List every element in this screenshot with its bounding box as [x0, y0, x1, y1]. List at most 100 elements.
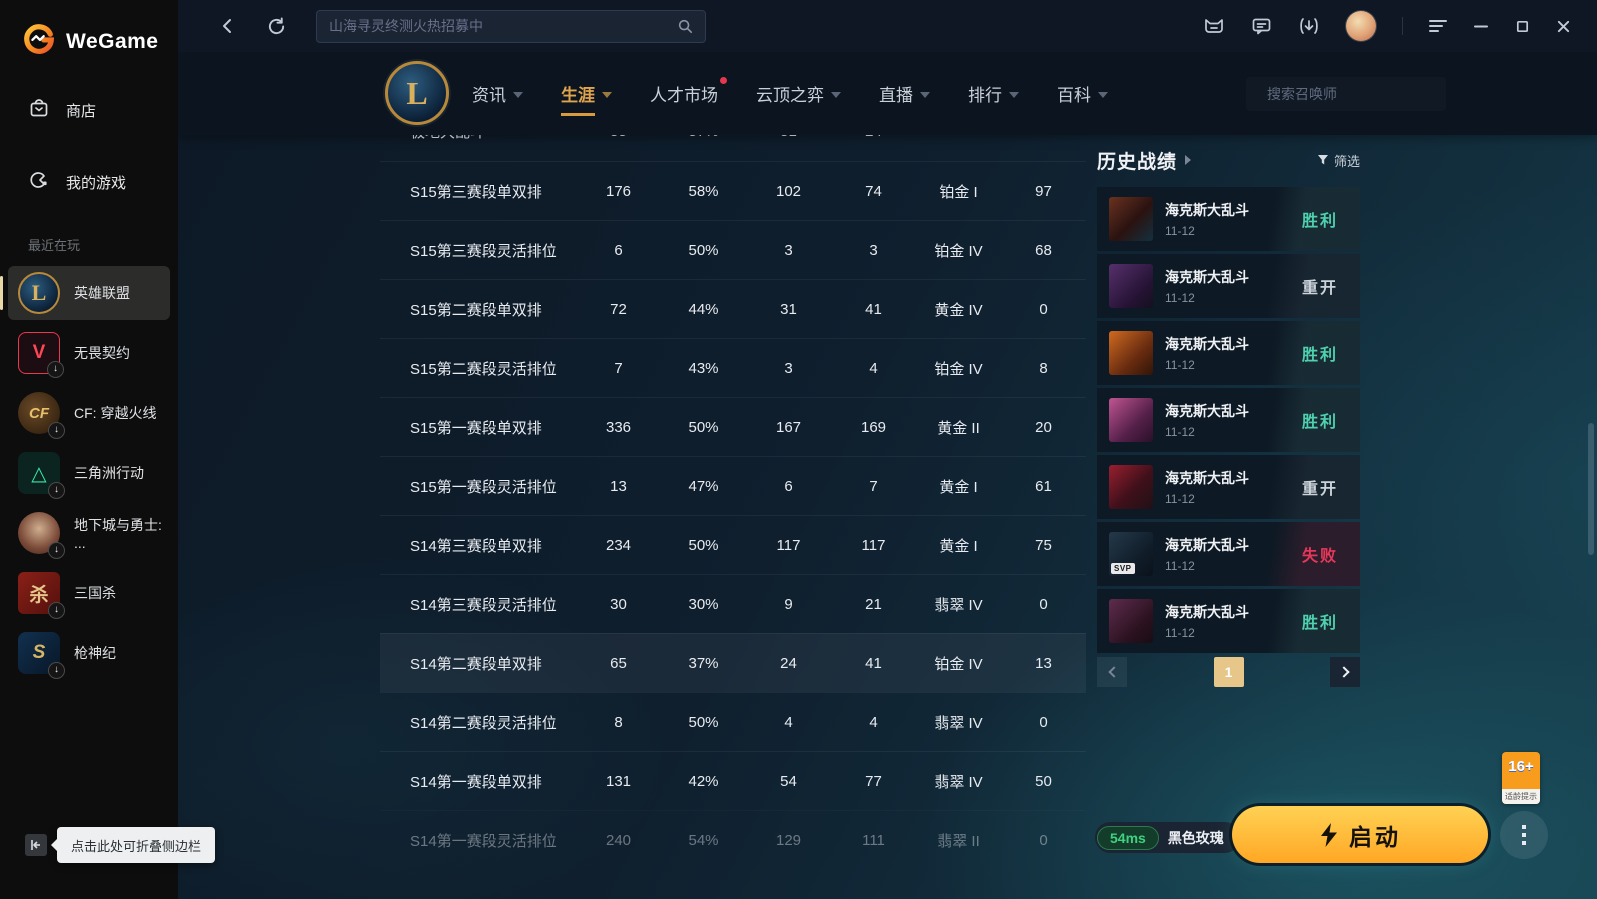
match-item[interactable]: SVP 海克斯大乱斗 11-12 失败 — [1097, 522, 1360, 586]
career-row[interactable]: S15第三赛段单双排 176 58% 102 74 铂金 I 97 — [380, 161, 1086, 220]
next-page-button[interactable] — [1330, 657, 1360, 687]
match-item[interactable]: 海克斯大乱斗 11-12 重开 — [1097, 455, 1360, 519]
main-menu-button[interactable] — [1429, 18, 1447, 34]
svp-badge: SVP — [1111, 563, 1135, 574]
match-result: 胜利 — [1301, 615, 1338, 632]
promo-search-box[interactable] — [316, 9, 706, 43]
career-row[interactable]: S15第二赛段灵活排位 7 43% 3 4 铂金 IV 8 — [380, 338, 1086, 397]
champion-avatar: SVP — [1109, 532, 1153, 576]
chevron-right-icon — [1185, 155, 1192, 165]
download-badge-icon: ↓ — [48, 482, 65, 499]
scrollbar-thumb[interactable] — [1588, 423, 1594, 555]
prev-page-button[interactable] — [1097, 657, 1127, 687]
notification-dot — [720, 77, 727, 84]
tab-wiki[interactable]: 百科 — [1057, 81, 1108, 106]
summoner-search-input[interactable] — [1267, 86, 1448, 102]
career-row[interactable]: 极地大乱斗 55 57% 51 24 -- -- — [380, 135, 1086, 161]
career-row[interactable]: S14第三赛段单双排 234 50% 117 117 黄金 I 75 — [380, 515, 1086, 574]
sidebar-item-store[interactable]: 商店 — [0, 87, 178, 133]
launch-game-button[interactable]: 启动 — [1232, 806, 1488, 863]
download-badge-icon: ↓ — [48, 662, 65, 679]
tab-tft[interactable]: 云顶之弈 — [756, 81, 841, 106]
ping-value: 54ms — [1097, 825, 1159, 850]
match-item[interactable]: 海克斯大乱斗 11-12 胜利 — [1097, 321, 1360, 385]
game-item-valorant[interactable]: V ↓ 无畏契约 — [8, 326, 170, 380]
store-bag-icon — [28, 97, 50, 123]
chevron-down-icon — [1098, 91, 1108, 98]
minimize-icon — [1474, 25, 1488, 28]
chat-icon — [1252, 18, 1271, 35]
page-number-button[interactable]: 1 — [1213, 657, 1244, 687]
collapse-arrow-icon — [31, 840, 40, 850]
filter-button[interactable]: 筛选 — [1317, 151, 1360, 170]
more-options-button[interactable] — [1500, 811, 1548, 859]
tab-rankings[interactable]: 排行 — [968, 81, 1019, 106]
game-list: L 英雄联盟 V ↓ 无畏契约 CF ↓ CF: 穿越火线 △ ↓ 三角洲行动 ↓ 地… — [0, 266, 178, 680]
tab-live[interactable]: 直播 — [879, 81, 930, 106]
brand-name: WeGame — [66, 29, 159, 53]
refresh-button[interactable] — [266, 16, 286, 36]
champion-avatar — [1109, 465, 1153, 509]
sidebar-item-my-games[interactable]: 我的游戏 — [0, 159, 178, 205]
collapse-sidebar-button[interactable] — [25, 834, 47, 856]
server-name: 黑色玫瑰 — [1167, 829, 1224, 846]
champion-avatar — [1109, 264, 1153, 308]
match-item[interactable]: 海克斯大乱斗 11-12 重开 — [1097, 254, 1360, 318]
career-row[interactable]: S15第一赛段单双排 336 50% 167 169 黄金 II 20 — [380, 397, 1086, 456]
sidebar: WeGame 商店 我的游戏 最近在玩 — [0, 0, 178, 899]
close-button[interactable] — [1556, 19, 1571, 34]
career-row[interactable]: S15第一赛段灵活排位 13 47% 6 7 黄金 I 61 — [380, 456, 1086, 515]
age-rating-badge: 16+ 适龄提示 — [1502, 752, 1540, 804]
gamepad-icon — [28, 169, 50, 195]
back-button[interactable] — [218, 17, 238, 35]
career-row[interactable]: S14第三赛段灵活排位 30 30% 9 21 翡翠 IV 0 — [380, 574, 1086, 633]
sanguosha-game-icon: 杀 ↓ — [18, 572, 65, 619]
server-selector[interactable]: 54ms 黑色玫瑰 — [1095, 822, 1240, 853]
maximize-button[interactable] — [1515, 19, 1530, 34]
messages-button[interactable] — [1251, 16, 1272, 36]
career-row[interactable]: S15第二赛段单双排 72 44% 31 41 黄金 IV 0 — [380, 279, 1086, 338]
recent-playing-label: 最近在玩 — [28, 238, 81, 253]
game-item-dnf[interactable]: ↓ 地下城与勇士: ... — [8, 506, 170, 560]
tab-talent-market[interactable]: 人才市场 — [650, 77, 727, 106]
chevron-down-icon — [513, 91, 523, 98]
match-item[interactable]: 海克斯大乱斗 11-12 胜利 — [1097, 589, 1360, 653]
minimize-button[interactable] — [1473, 18, 1489, 34]
tab-news[interactable]: 资讯 — [472, 81, 523, 106]
wegame-logo[interactable]: WeGame — [0, 0, 178, 61]
collapse-tooltip: 点击此处可折叠侧边栏 — [50, 827, 216, 863]
pagination: 1 — [1097, 657, 1360, 687]
match-history-title-link[interactable]: 历史战绩 — [1097, 147, 1192, 174]
champion-avatar — [1109, 398, 1153, 442]
match-item[interactable]: 海克斯大乱斗 11-12 胜利 — [1097, 388, 1360, 452]
game-helper-icon — [1205, 19, 1223, 33]
delta-force-game-icon: △ ↓ — [18, 452, 65, 499]
downloads-button[interactable] — [1298, 16, 1320, 36]
download-badge-icon: ↓ — [47, 361, 64, 378]
game-helper-button[interactable] — [1203, 16, 1225, 36]
chevron-left-icon — [1107, 666, 1120, 678]
game-item-delta-force[interactable]: △ ↓ 三角洲行动 — [8, 446, 170, 500]
career-row[interactable]: S14第二赛段灵活排位 8 50% 4 4 翡翠 IV 0 — [380, 692, 1086, 751]
user-avatar[interactable] — [1346, 11, 1376, 41]
qiangshenji-game-icon: S ↓ — [18, 632, 65, 679]
promo-search-input[interactable] — [329, 18, 677, 34]
game-item-lol[interactable]: L 英雄联盟 — [0, 266, 170, 320]
match-item[interactable]: 海克斯大乱斗 11-12 胜利 — [1097, 187, 1360, 251]
tab-career[interactable]: 生涯 — [561, 81, 612, 116]
career-row[interactable]: S14第一赛段灵活排位 240 54% 129 111 翡翠 II 0 — [380, 810, 1086, 869]
career-row[interactable]: S14第一赛段单双排 131 42% 54 77 翡翠 IV 50 — [380, 751, 1086, 810]
game-item-sanguosha[interactable]: 杀 ↓ 三国杀 — [8, 566, 170, 620]
match-result: 胜利 — [1301, 414, 1338, 431]
summoner-search-box[interactable] — [1246, 77, 1448, 111]
download-badge-icon: ↓ — [48, 542, 65, 559]
career-row[interactable]: S15第三赛段灵活排位 6 50% 3 3 铂金 IV 68 — [380, 220, 1086, 279]
download-manager-icon — [1300, 18, 1318, 34]
career-row-highlighted[interactable]: S14第二赛段单双排 65 37% 24 41 铂金 IV 13 — [380, 633, 1086, 692]
valorant-game-icon: V ↓ — [18, 332, 64, 378]
dnf-game-icon: ↓ — [18, 512, 65, 559]
game-item-qiangshenji[interactable]: S ↓ 枪神纪 — [8, 626, 170, 680]
game-item-crossfire[interactable]: CF ↓ CF: 穿越火线 — [8, 386, 170, 440]
refresh-icon — [268, 16, 284, 34]
